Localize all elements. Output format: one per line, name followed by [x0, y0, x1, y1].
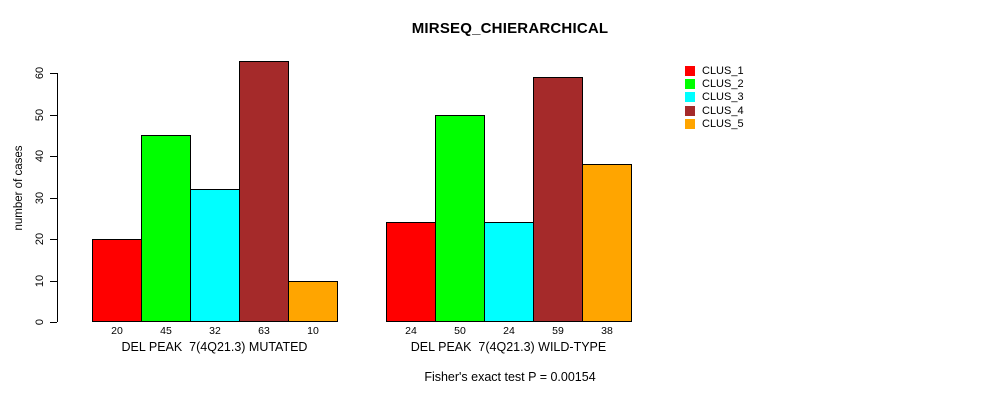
y-tick	[50, 322, 57, 323]
category-label: DEL PEAK 7(4Q21.3) WILD-TYPE	[410, 340, 607, 354]
legend-label: CLUS_1	[702, 64, 744, 77]
legend-item-clus_2: CLUS_2	[685, 77, 744, 90]
bar-value-label: 45	[160, 325, 172, 337]
legend-swatch-clus_4	[685, 105, 695, 116]
bar-clus_5-group1	[288, 280, 338, 322]
y-tick-label: 40	[34, 149, 46, 163]
y-tick	[50, 280, 57, 282]
y-tick	[50, 73, 57, 74]
bar-value-label: 20	[111, 325, 123, 337]
legend-label: CLUS_2	[702, 78, 744, 91]
legend-item-clus_3: CLUS_3	[685, 91, 744, 104]
legend-swatch-clus_3	[685, 92, 695, 103]
legend-label: CLUS_4	[702, 104, 744, 117]
y-tick	[50, 114, 57, 116]
legend-swatch-clus_1	[685, 65, 695, 76]
chart-title: MIRSEQ_CHIERARCHICAL	[411, 20, 609, 37]
y-tick-label: 30	[34, 191, 46, 204]
bar-clus_2-group2	[435, 114, 485, 322]
bar-value-label: 63	[258, 325, 270, 337]
bar-value-label: 32	[209, 325, 221, 337]
legend: CLUS_1 CLUS_2 CLUS_3 CLUS_4 CLUS_5	[685, 64, 744, 131]
y-axis	[57, 73, 58, 322]
bar-clus_1-group2	[386, 222, 436, 322]
y-tick-label: 20	[34, 232, 46, 246]
category-label: DEL PEAK 7(4Q21.3) MUTATED	[121, 340, 308, 354]
y-axis-label: number of cases	[13, 145, 25, 231]
y-tick-label: 50	[34, 108, 46, 121]
bar-clus_4-group2	[533, 77, 583, 322]
legend-item-clus_5: CLUS_5	[685, 118, 744, 131]
bar-clus_4-group1	[239, 60, 289, 322]
y-tick-label: 0	[34, 318, 46, 326]
bar-clus_2-group1	[141, 135, 191, 322]
y-tick	[50, 239, 57, 240]
y-tick-label: 10	[34, 274, 46, 287]
bar-clus_1-group1	[92, 239, 142, 322]
annotation-text: Fisher's exact test P = 0.00154	[424, 370, 596, 384]
bar-clus_3-group1	[190, 189, 240, 322]
y-tick	[50, 156, 57, 157]
legend-swatch-clus_5	[685, 119, 695, 130]
bar-value-label: 24	[405, 325, 417, 337]
bar-clus_5-group2	[582, 164, 632, 322]
legend-item-clus_4: CLUS_4	[685, 104, 744, 117]
bar-value-label: 50	[454, 325, 466, 337]
legend-swatch-clus_2	[685, 79, 695, 90]
legend-label: CLUS_3	[702, 91, 744, 104]
legend-label: CLUS_5	[702, 118, 744, 131]
bar-value-label: 10	[307, 325, 319, 337]
bar-value-label: 38	[601, 325, 613, 337]
y-tick	[50, 197, 57, 199]
bar-value-label: 24	[503, 325, 515, 337]
y-tick-label: 60	[34, 66, 46, 80]
bar-value-label: 59	[552, 325, 564, 337]
bar-clus_3-group2	[484, 222, 534, 322]
legend-item-clus_1: CLUS_1	[685, 64, 744, 77]
